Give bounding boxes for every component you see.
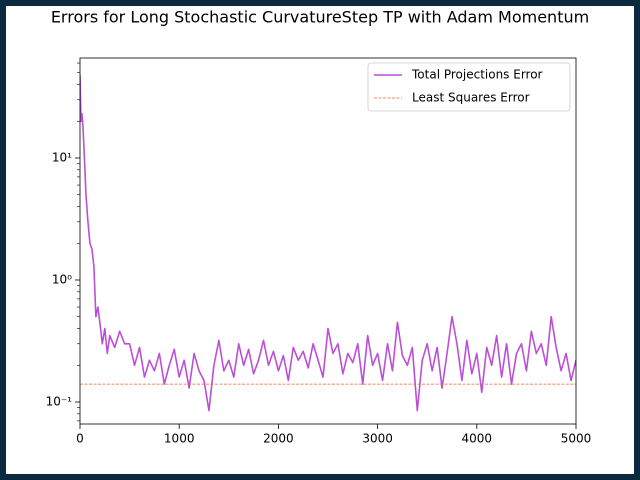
- plot-frame: [79, 57, 577, 425]
- series-line: [80, 74, 576, 412]
- x-tick-label: 1000: [164, 432, 195, 446]
- x-tick-label: 0: [76, 432, 84, 446]
- chart-title: Errors for Long Stochastic CurvatureStep…: [51, 8, 589, 27]
- legend-label: Total Projections Error: [411, 68, 543, 82]
- y-tick-label: 10¹: [52, 150, 72, 164]
- series-group: [80, 74, 576, 412]
- legend-box: [367, 62, 571, 112]
- x-tick-label: 2000: [263, 432, 294, 446]
- x-tick-label: 3000: [362, 432, 393, 446]
- legend-label: Least Squares Error: [412, 91, 530, 105]
- x-tick-label: 4000: [462, 432, 493, 446]
- y-tick-label: 10⁻¹: [46, 394, 73, 408]
- y-tick-label: 10⁰: [52, 272, 72, 286]
- x-tick-label: 5000: [561, 432, 592, 446]
